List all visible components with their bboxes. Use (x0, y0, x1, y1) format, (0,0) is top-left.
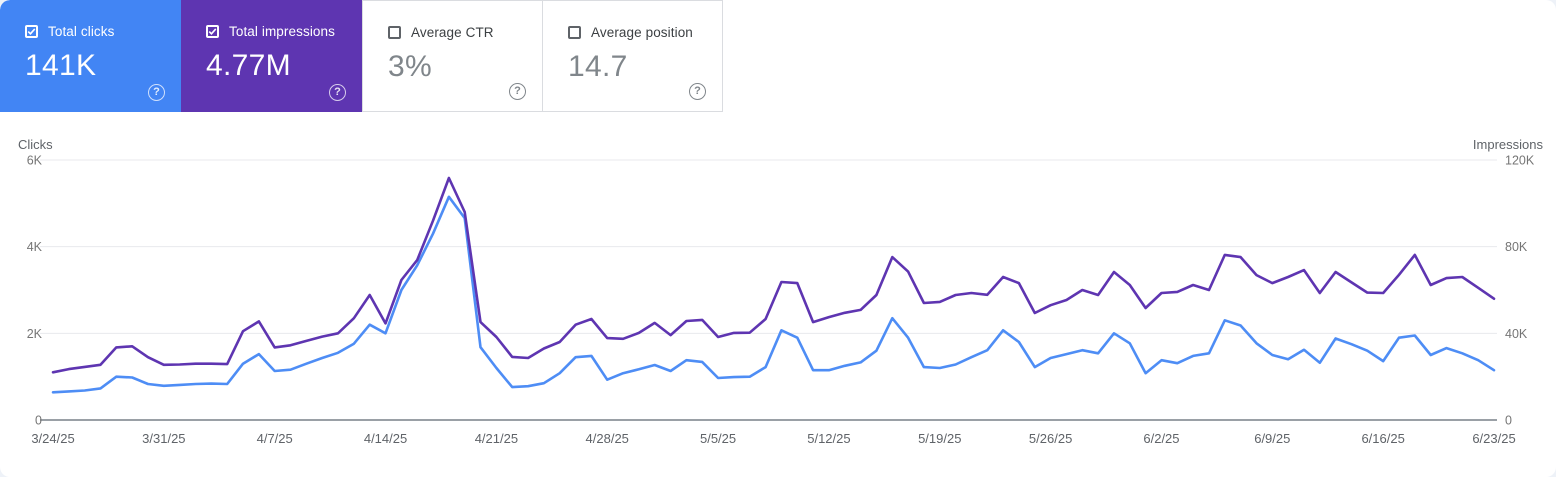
left-axis-title: Clicks (18, 137, 53, 152)
average-position-checkbox[interactable] (568, 26, 581, 39)
total-clicks-label: Total clicks (48, 24, 115, 39)
average-ctr-value: 3% (388, 50, 432, 83)
x-axis-date-label: 6/2/25 (1143, 431, 1179, 446)
performance-chart[interactable]: 0 0 2K 40K 4K 80K 6K 120K 3/24/25 3/31/25 4/7/25 4/… (0, 133, 1556, 477)
x-axis-date-label: 3/31/25 (142, 431, 185, 446)
x-axis-date-label: 4/14/25 (364, 431, 407, 446)
help-icon[interactable]: ? (509, 83, 526, 100)
x-axis-date-label: 4/28/25 (586, 431, 629, 446)
x-axis-date-label: 3/24/25 (31, 431, 74, 446)
right-axis-tick-label: 0 (1505, 414, 1512, 428)
card-average-ctr[interactable]: Average CTR 3% ? (362, 0, 543, 112)
card-total-impressions[interactable]: Total impressions 4.77M ? (181, 0, 362, 112)
left-axis-tick-label: 6K (27, 154, 43, 168)
card-total-clicks[interactable]: Total clicks 141K ? (0, 0, 181, 112)
x-axis-date-label: 5/26/25 (1029, 431, 1072, 446)
x-axis-date-label: 6/16/25 (1361, 431, 1404, 446)
total-impressions-checkbox[interactable] (206, 25, 219, 38)
x-axis-date-label: 5/19/25 (918, 431, 961, 446)
help-icon[interactable]: ? (689, 83, 706, 100)
total-clicks-checkbox[interactable] (25, 25, 38, 38)
right-axis-title: Impressions (1472, 137, 1543, 152)
x-axis-date-label: 4/21/25 (475, 431, 518, 446)
average-ctr-checkbox[interactable] (388, 26, 401, 39)
series-line-right[interactable] (51, 176, 1496, 374)
right-axis-tick-label: 80K (1505, 240, 1528, 254)
total-impressions-value: 4.77M (206, 49, 291, 82)
metric-cards-row: Total clicks 141K ? Total impressions 4.… (0, 0, 723, 112)
x-axis-date-label: 5/5/25 (700, 431, 736, 446)
x-axis-date-label: 6/23/25 (1472, 431, 1515, 446)
left-axis-tick-label: 4K (27, 240, 43, 254)
card-average-position[interactable]: Average position 14.7 ? (542, 0, 723, 112)
left-axis-tick-label: 2K (27, 327, 43, 341)
checkbox-check-icon (27, 28, 36, 35)
checkbox-check-icon (208, 28, 217, 35)
total-impressions-label: Total impressions (229, 24, 335, 39)
average-position-value: 14.7 (568, 50, 628, 83)
x-axis-date-label: 4/7/25 (257, 431, 293, 446)
help-icon[interactable]: ? (148, 84, 165, 101)
total-clicks-value: 141K (25, 49, 97, 82)
left-axis-tick-label: 0 (35, 414, 42, 428)
help-icon[interactable]: ? (329, 84, 346, 101)
right-axis-tick-label: 120K (1505, 154, 1535, 168)
x-axis-date-label: 6/9/25 (1254, 431, 1290, 446)
right-axis-tick-label: 40K (1505, 327, 1528, 341)
x-axis-date-label: 5/12/25 (807, 431, 850, 446)
average-position-label: Average position (591, 25, 693, 40)
series-line-left[interactable] (51, 195, 1496, 394)
average-ctr-label: Average CTR (411, 25, 494, 40)
